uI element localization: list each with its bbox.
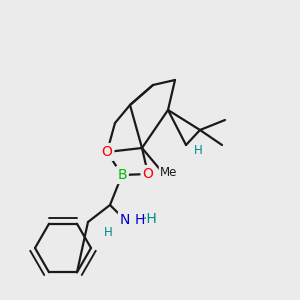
Text: Me: Me xyxy=(160,167,177,179)
Text: ·H: ·H xyxy=(143,212,158,226)
Text: O: O xyxy=(142,167,153,181)
Text: O: O xyxy=(102,145,112,159)
Text: N: N xyxy=(120,213,130,227)
Text: H: H xyxy=(103,226,112,238)
Text: H: H xyxy=(135,213,146,227)
Text: H: H xyxy=(194,143,203,157)
Text: B: B xyxy=(117,168,127,182)
